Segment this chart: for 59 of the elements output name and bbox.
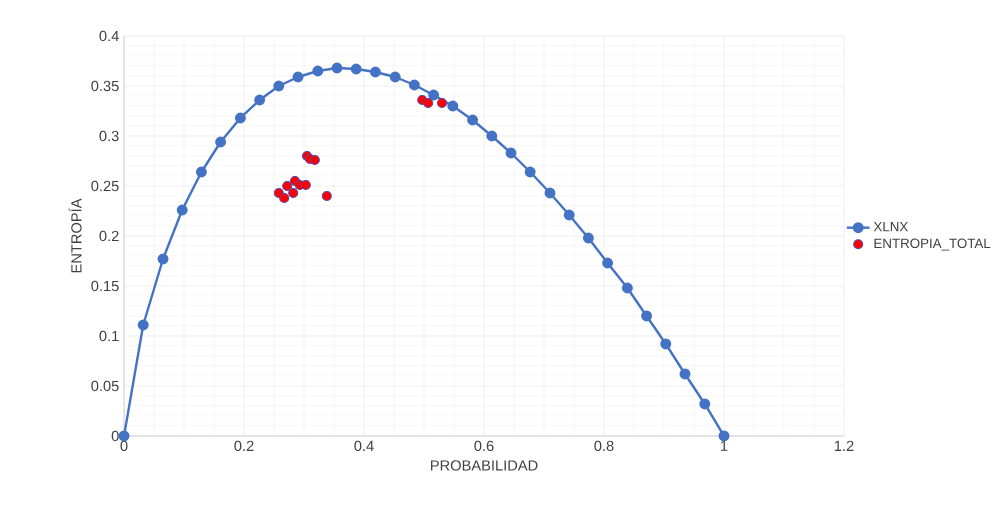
point <box>582 232 594 244</box>
y-tick-label: 0.25 <box>91 180 119 192</box>
point <box>234 112 246 124</box>
x-tick-label: 0.8 <box>594 440 614 452</box>
point <box>331 62 343 74</box>
point <box>279 192 290 204</box>
point <box>195 166 207 178</box>
point <box>157 253 169 265</box>
y-tick-label: 0.15 <box>91 280 119 292</box>
y-tick-label: 0.1 <box>99 330 119 342</box>
y-axis-title: ENTROPÍA <box>68 198 82 273</box>
point <box>563 209 575 221</box>
point <box>215 136 227 148</box>
point <box>524 166 536 178</box>
point <box>292 71 304 83</box>
point <box>641 310 653 322</box>
point <box>699 398 711 410</box>
point <box>428 89 440 101</box>
point <box>321 190 332 202</box>
x-axis-title: PROBABILIDAD <box>431 460 538 471</box>
point <box>273 80 285 92</box>
x-tick-label: 0.2 <box>234 440 254 452</box>
y-tick-label: 0 <box>111 430 119 442</box>
point <box>300 179 311 191</box>
point <box>408 79 420 91</box>
point <box>436 97 448 109</box>
point <box>447 100 459 112</box>
point <box>350 63 362 75</box>
x-tick-label: 0.4 <box>354 440 374 452</box>
point <box>621 282 633 294</box>
x-tick-label: 0 <box>120 440 128 452</box>
x-tick-label: 0.6 <box>474 440 494 452</box>
x-tick-label: 1 <box>721 440 728 451</box>
point <box>718 430 730 442</box>
point <box>389 71 401 83</box>
point <box>660 338 672 350</box>
point <box>254 94 266 106</box>
point <box>679 368 691 380</box>
y-tick-label: 0.3 <box>99 130 119 142</box>
point <box>369 66 381 78</box>
point <box>486 130 498 142</box>
point <box>602 257 614 269</box>
point <box>505 147 517 159</box>
point <box>282 180 293 192</box>
point <box>423 97 434 109</box>
point <box>288 187 299 199</box>
y-tick-label: 0.35 <box>91 80 119 92</box>
point <box>137 319 149 331</box>
y-tick-label: 0.2 <box>99 230 119 242</box>
point <box>312 65 324 77</box>
y-tick-label: 0.4 <box>99 30 119 42</box>
point <box>176 204 188 216</box>
point <box>544 187 556 199</box>
legend-label: XLNX <box>873 222 908 232</box>
point <box>309 154 320 166</box>
x-tick-label: 1.2 <box>834 440 854 451</box>
point <box>467 114 479 126</box>
legend-label: ENTROPIA_TOTAL <box>874 238 991 251</box>
y-tick-label: 0.05 <box>91 380 119 392</box>
